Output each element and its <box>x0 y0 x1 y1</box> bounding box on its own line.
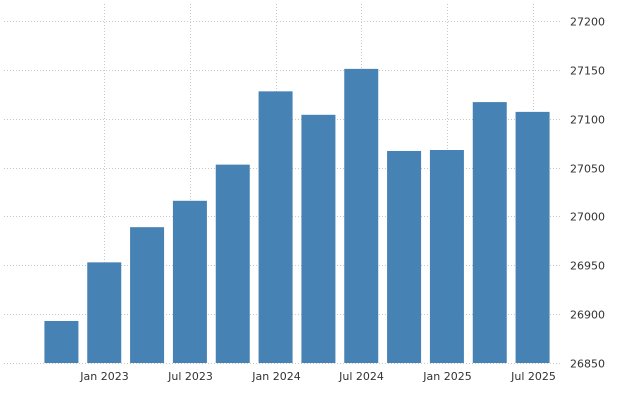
y-tick-label: 27100 <box>570 114 605 127</box>
x-axis: Jan 2023 Jul 2023 Jan 2024 Jul 2024 Jan 2025… <box>79 370 556 383</box>
y-tick-label: 26850 <box>570 358 605 371</box>
bar <box>429 149 464 363</box>
x-tick-label: Jul 2025 <box>510 370 556 383</box>
y-tick-label: 27050 <box>570 163 605 176</box>
bar <box>344 68 379 363</box>
x-tick-label: Jan 2023 <box>79 370 128 383</box>
bar <box>515 111 550 363</box>
x-tick-label: Jul 2024 <box>338 370 384 383</box>
bar <box>301 114 336 363</box>
y-tick-label: 27150 <box>570 65 605 78</box>
bar-layer <box>44 68 550 364</box>
x-tick-label: Jan 2024 <box>251 370 300 383</box>
bar <box>130 227 165 363</box>
y-tick-label: 27000 <box>570 211 605 224</box>
bar <box>387 150 422 363</box>
x-tick-label: Jan 2025 <box>422 370 471 383</box>
bar <box>172 200 207 363</box>
bar <box>258 91 293 364</box>
bar <box>472 102 507 364</box>
y-tick-label: 26950 <box>570 260 605 273</box>
y-tick-label: 26900 <box>570 309 605 322</box>
bar <box>87 262 122 363</box>
y-tick-label: 27200 <box>570 16 605 29</box>
bar <box>44 320 79 363</box>
x-tick-label: Jul 2023 <box>167 370 213 383</box>
y-axis: 26850 26900 26950 27000 27050 27100 27150 27200 <box>570 16 605 371</box>
bar <box>215 164 250 363</box>
